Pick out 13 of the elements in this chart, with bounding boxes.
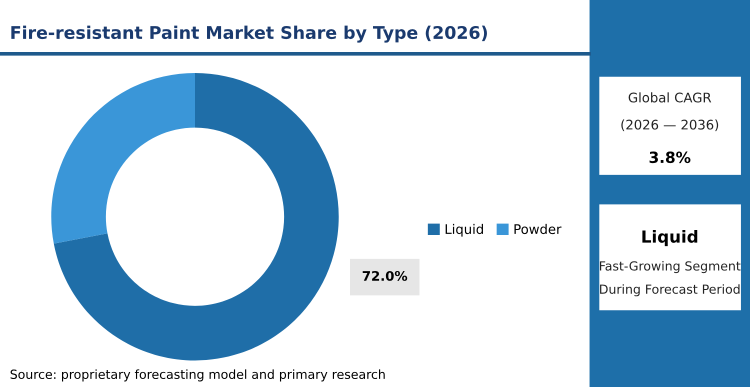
text: Liquid — [642, 230, 698, 246]
chart-title: Fire-resistant Paint Market Share by Type (2026) — [11, 26, 487, 43]
text: Fast-Growing Segment — [600, 260, 740, 274]
donut-slice — [51, 72, 195, 244]
donut-slice — [54, 72, 339, 360]
text: 3.8% — [650, 152, 690, 164]
source-note: Source: proprietary forecasting model and primary research — [10, 369, 385, 382]
text: Global CAGR — [628, 92, 712, 103]
text: (2026 — 2036) — [621, 119, 718, 132]
data-label: 72.0% — [362, 270, 408, 281]
legend-label: Liquid — [446, 224, 483, 237]
legend-label: Powder — [514, 224, 562, 234]
text: During Forecast Period — [600, 284, 740, 296]
